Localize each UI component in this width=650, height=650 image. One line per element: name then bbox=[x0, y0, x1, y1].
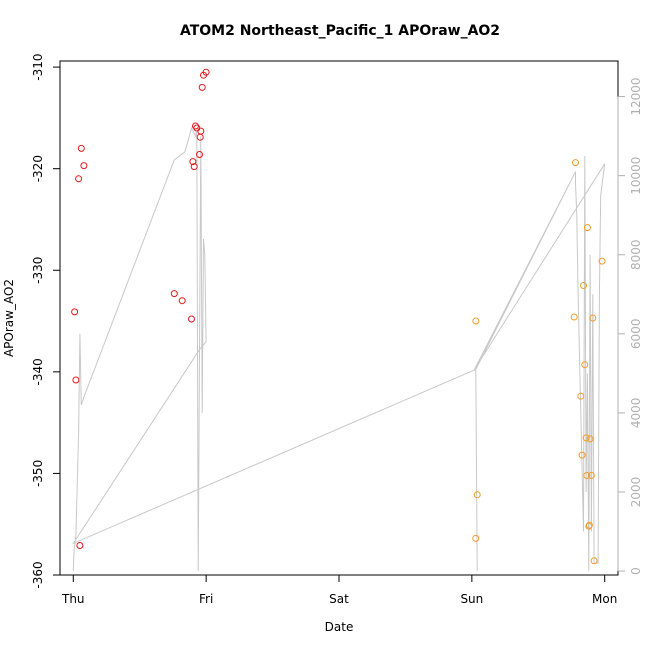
y2-tick-label: 4000 bbox=[629, 398, 643, 429]
data-point bbox=[170, 290, 178, 298]
data-point bbox=[198, 83, 206, 91]
data-point bbox=[578, 451, 586, 459]
x-tick-label: Thu bbox=[61, 592, 85, 606]
data-point bbox=[472, 534, 480, 542]
y-axis-right: 0 2000 4000 6000 8000 10000 12000 bbox=[617, 77, 643, 575]
data-point bbox=[196, 151, 203, 158]
y-tick-label: -360 bbox=[31, 561, 45, 588]
data-point bbox=[583, 472, 591, 479]
y2-tick-label: 2000 bbox=[629, 477, 643, 508]
y-axis-label: APOraw_AO2 bbox=[2, 279, 16, 357]
y2-tick-label: 8000 bbox=[629, 239, 643, 270]
y2-tick-label: 12000 bbox=[629, 77, 643, 115]
data-point bbox=[80, 162, 88, 170]
data-point bbox=[580, 282, 587, 289]
data-point bbox=[75, 175, 83, 183]
plot-area-frame bbox=[59, 60, 619, 576]
x-tick-label: Sun bbox=[460, 592, 483, 606]
y-tick-label: -350 bbox=[31, 460, 45, 487]
line-series-layer bbox=[71, 126, 606, 572]
data-point bbox=[196, 133, 204, 141]
data-point bbox=[193, 124, 201, 132]
data-point bbox=[577, 392, 585, 400]
data-point bbox=[76, 542, 84, 549]
data-point bbox=[71, 308, 79, 316]
y-tick-label: -340 bbox=[31, 358, 45, 385]
y-axis-left: -360 -350 -340 -330 -320 -310 bbox=[31, 53, 61, 589]
x-tick-label: Fri bbox=[199, 592, 213, 606]
data-point bbox=[188, 315, 195, 323]
y-tick-label: -330 bbox=[31, 257, 45, 284]
x-axis-label: Date bbox=[325, 620, 354, 634]
data-point bbox=[581, 361, 589, 369]
y-tick-label: -320 bbox=[31, 155, 45, 182]
data-point bbox=[582, 434, 590, 442]
data-point bbox=[189, 158, 197, 166]
y2-tick-label: 6000 bbox=[629, 319, 643, 350]
data-point bbox=[197, 127, 205, 135]
data-point bbox=[589, 314, 597, 322]
data-point bbox=[192, 122, 199, 130]
y2-tick-label: 0 bbox=[629, 567, 643, 575]
x-axis: Thu Fri Sat Sun Mon bbox=[61, 574, 617, 606]
x-tick-label: Sat bbox=[329, 592, 349, 606]
x-tick-label: Mon bbox=[592, 592, 617, 606]
y2-tick-label: 10000 bbox=[629, 157, 643, 195]
chart-title: ATOM2 Northeast_Pacific_1 APOraw_AO2 bbox=[180, 23, 500, 39]
data-point bbox=[72, 376, 80, 384]
data-point bbox=[585, 521, 593, 529]
data-point bbox=[583, 224, 591, 232]
data-point bbox=[586, 435, 594, 443]
data-point bbox=[472, 317, 480, 325]
data-point bbox=[473, 491, 481, 499]
data-point bbox=[587, 472, 595, 479]
data-point bbox=[202, 68, 210, 76]
data-point bbox=[570, 313, 578, 321]
data-point bbox=[77, 144, 85, 152]
points-layer bbox=[71, 68, 606, 565]
data-point bbox=[590, 557, 598, 565]
data-point bbox=[598, 257, 606, 265]
data-point bbox=[178, 297, 186, 305]
line-series bbox=[71, 126, 606, 572]
y-tick-label: -310 bbox=[31, 53, 45, 80]
data-point bbox=[572, 159, 579, 167]
data-point bbox=[190, 163, 198, 171]
